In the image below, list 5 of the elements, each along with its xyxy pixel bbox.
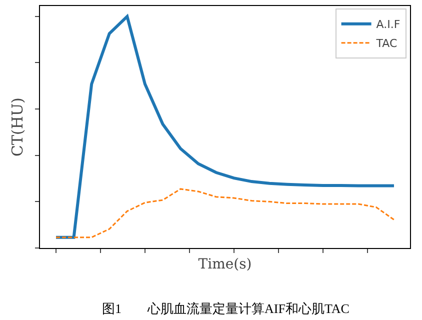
y-axis-title: CT(HU) <box>8 98 26 156</box>
caption: 图1 心肌血流量定量计算AIF和心肌TAC <box>102 301 350 316</box>
x-axis-title: Time(s) <box>198 256 252 272</box>
legend-label: A.I.F <box>376 18 400 32</box>
legend-label: TAC <box>375 37 398 50</box>
